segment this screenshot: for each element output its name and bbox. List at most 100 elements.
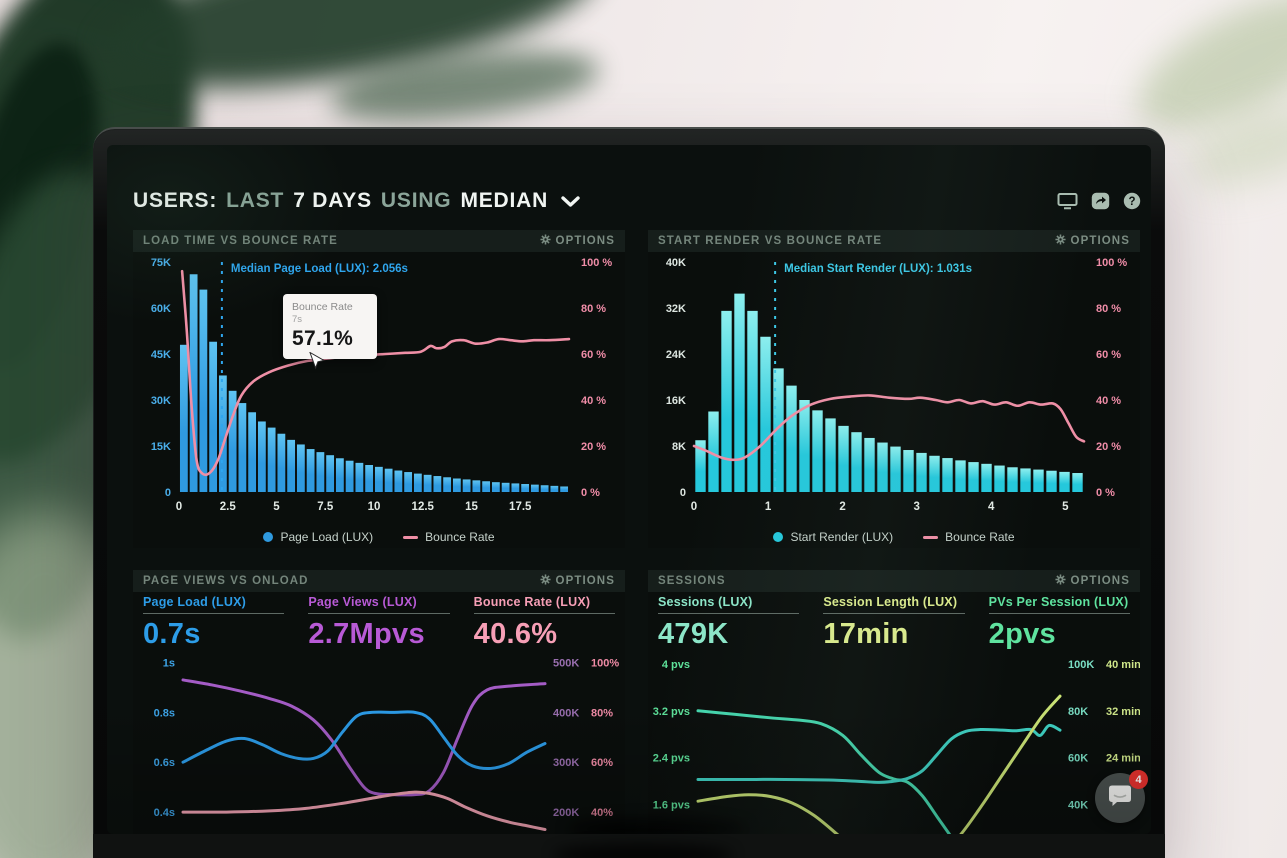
histogram-bar[interactable] xyxy=(501,482,510,492)
histogram-bar[interactable] xyxy=(423,474,432,492)
metric-underline xyxy=(473,613,615,614)
histogram-bar[interactable] xyxy=(248,412,257,492)
histogram-bar[interactable] xyxy=(326,455,335,492)
histogram-bar[interactable] xyxy=(550,485,559,492)
histogram-bar[interactable] xyxy=(345,460,354,492)
options-button[interactable]: OPTIONS xyxy=(539,234,615,248)
histogram-bar[interactable] xyxy=(491,482,500,492)
histogram-bar[interactable] xyxy=(355,462,364,492)
legend-item-bounce-rate[interactable]: Bounce Rate xyxy=(403,530,495,544)
histogram-bar[interactable] xyxy=(374,466,383,492)
histogram-bar[interactable] xyxy=(877,442,888,492)
histogram-bar[interactable] xyxy=(511,483,520,492)
panel-title: START RENDER VS BOUNCE RATE xyxy=(658,235,883,247)
histogram-bar[interactable] xyxy=(968,462,979,492)
histogram-bar[interactable] xyxy=(238,403,247,492)
legend-item-start-render[interactable]: Start Render (LUX) xyxy=(773,530,893,544)
chat-widget-button[interactable]: 4 xyxy=(1095,770,1148,823)
histogram-bar[interactable] xyxy=(277,433,286,492)
page-views-line-chart[interactable]: 1s 0.8s 0.6s 0.4s 500K 100% 400K 80% 300K 60% 200K… xyxy=(133,655,625,834)
histogram-bar[interactable] xyxy=(530,484,539,492)
histogram-bar[interactable] xyxy=(825,418,836,492)
histogram-bar[interactable] xyxy=(1059,471,1070,492)
histogram-bar[interactable] xyxy=(695,440,706,492)
options-button[interactable]: OPTIONS xyxy=(1054,234,1130,248)
histogram-bar[interactable] xyxy=(734,293,745,492)
histogram-bar[interactable] xyxy=(799,400,810,492)
histogram-bar[interactable] xyxy=(773,368,784,492)
histogram-bar[interactable] xyxy=(955,460,966,492)
histogram-bar[interactable] xyxy=(760,336,771,492)
histogram-bar[interactable] xyxy=(413,473,422,492)
histogram-bar[interactable] xyxy=(267,427,276,492)
display-icon[interactable] xyxy=(1057,192,1078,210)
histogram-bar[interactable] xyxy=(942,458,953,492)
panel-header: LOAD TIME VS BOUNCE RATE OPTIONS xyxy=(133,230,625,252)
start-render-histogram-chart[interactable]: 40K 32K 24K 16K 8K 0 100 % 80 % 60 % 40 % 20 % 0 % 0… xyxy=(648,252,1140,518)
histogram-bar[interactable] xyxy=(1072,473,1083,492)
histogram-bar[interactable] xyxy=(916,452,927,492)
legend-item-page-load[interactable]: Page Load (LUX) xyxy=(263,530,373,544)
histogram-bar[interactable] xyxy=(1033,469,1044,492)
axis-label: 0.8s xyxy=(154,707,175,719)
histogram-bar[interactable] xyxy=(1007,467,1018,492)
histogram-bar[interactable] xyxy=(864,437,875,492)
series-line[interactable] xyxy=(181,790,547,832)
histogram-bar[interactable] xyxy=(365,465,374,492)
histogram-bar[interactable] xyxy=(482,481,491,492)
histogram-bar[interactable] xyxy=(812,410,823,492)
histogram-bar[interactable] xyxy=(981,463,992,492)
histogram-bar[interactable] xyxy=(179,344,188,492)
histogram-bar[interactable] xyxy=(404,472,413,492)
histogram-bar[interactable] xyxy=(521,484,530,492)
axis-label: 12.5 xyxy=(412,501,435,513)
axis-label: 15 xyxy=(465,501,478,513)
histogram-bar[interactable] xyxy=(209,341,218,492)
histogram-bar[interactable] xyxy=(1020,468,1031,492)
legend-item-bounce-rate[interactable]: Bounce Rate xyxy=(923,530,1015,544)
histogram-bar[interactable] xyxy=(903,450,914,492)
histogram-bar[interactable] xyxy=(786,385,797,492)
histogram-bar[interactable] xyxy=(747,310,758,492)
histogram-bar[interactable] xyxy=(472,480,481,492)
histogram-bar[interactable] xyxy=(306,449,315,492)
help-icon[interactable]: ? xyxy=(1123,192,1141,210)
metric-pvs-per-session: PVs Per Session (LUX) 2pvs xyxy=(988,595,1130,655)
series-line[interactable] xyxy=(696,709,962,834)
share-icon[interactable] xyxy=(1091,192,1110,210)
histogram-bar[interactable] xyxy=(433,476,442,492)
bounce-rate-line xyxy=(692,394,1086,462)
histogram-bar[interactable] xyxy=(540,485,549,492)
histogram-bar[interactable] xyxy=(929,455,940,492)
histogram-bar[interactable] xyxy=(838,425,849,492)
options-button[interactable]: OPTIONS xyxy=(1054,574,1130,588)
histogram-bar[interactable] xyxy=(228,390,237,492)
histogram-bar[interactable] xyxy=(1046,470,1057,492)
series-line[interactable] xyxy=(696,694,1062,834)
axis-label: 300K xyxy=(553,757,579,769)
histogram-bar[interactable] xyxy=(721,310,732,492)
histogram-bar[interactable] xyxy=(335,458,344,492)
histogram-bar[interactable] xyxy=(316,452,325,492)
histogram-bar[interactable] xyxy=(560,486,569,492)
histogram-bar[interactable] xyxy=(296,444,305,492)
series-line[interactable] xyxy=(181,678,547,797)
histogram-bar[interactable] xyxy=(287,439,296,492)
histogram-bar[interactable] xyxy=(257,421,266,492)
histogram-bar[interactable] xyxy=(452,478,461,492)
histogram-bar[interactable] xyxy=(994,465,1005,492)
sessions-line-chart[interactable]: 4 pvs 3.2 pvs 2.4 pvs 1.6 pvs 100K 40 min 80K 3… xyxy=(648,655,1140,834)
histogram-bar[interactable] xyxy=(890,446,901,492)
histogram-bar[interactable] xyxy=(199,289,208,492)
histogram-bar[interactable] xyxy=(708,411,719,493)
series-line[interactable] xyxy=(181,710,547,771)
load-time-histogram-chart[interactable]: 75K 60K 45K 30K 15K 0 100 % 80 % 60 % 40 % 20 % 0 %… xyxy=(133,252,625,518)
timeframe-dropdown[interactable]: USERS: LAST 7 DAYS USING MEDIAN xyxy=(133,189,580,213)
histogram-bar[interactable] xyxy=(384,468,393,492)
histogram-bar[interactable] xyxy=(394,470,403,492)
options-button[interactable]: OPTIONS xyxy=(539,574,615,588)
histogram-bar[interactable] xyxy=(851,432,862,492)
histogram-bar[interactable] xyxy=(189,274,198,492)
histogram-bar[interactable] xyxy=(462,479,471,492)
histogram-bar[interactable] xyxy=(443,477,452,492)
